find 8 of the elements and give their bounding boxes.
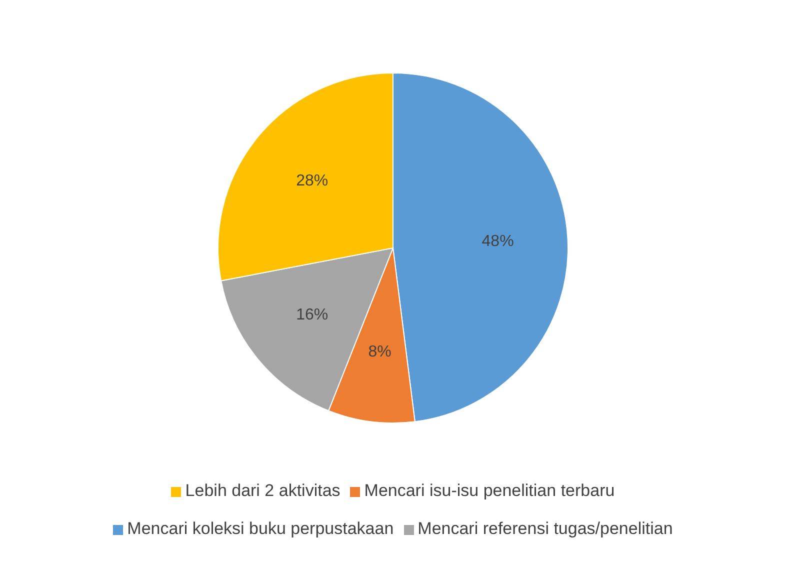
- data-label: 8%: [368, 344, 392, 361]
- legend-label: Mencari isu-isu penelitian terbaru: [364, 481, 615, 500]
- legend-label: Mencari referensi tugas/penelitian: [418, 519, 673, 538]
- legend-label: Lebih dari 2 aktivitas: [185, 481, 340, 500]
- data-label: 28%: [296, 172, 328, 190]
- legend-label: Mencari koleksi buku perpustakaan: [127, 519, 394, 538]
- data-label: 48%: [482, 232, 514, 250]
- data-label: 16%: [296, 306, 328, 324]
